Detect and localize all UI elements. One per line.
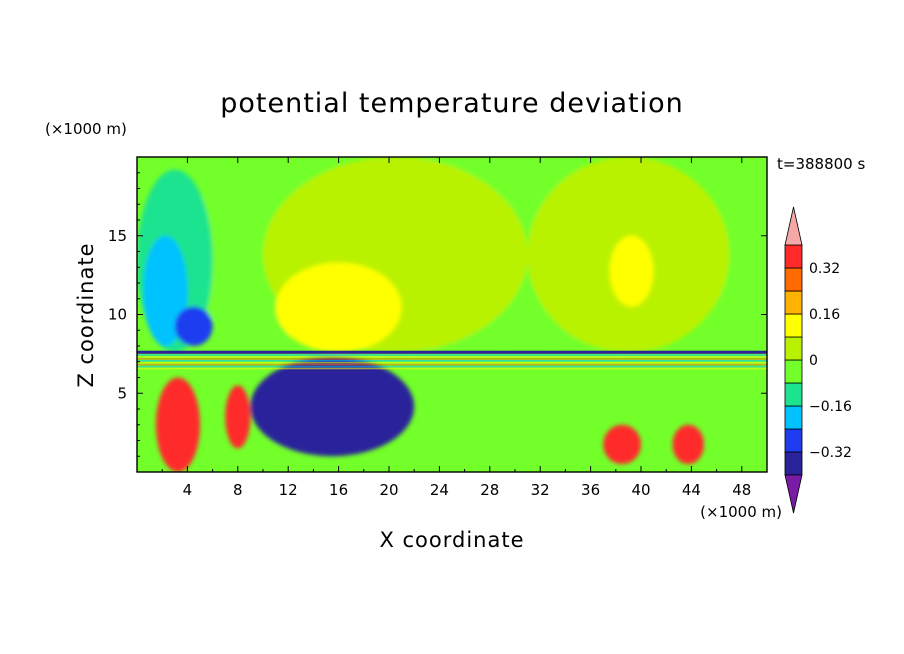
colorbar-tick-label: 0.16 [809,307,840,323]
y-unit-label: (×1000 m) [45,120,127,138]
colorbar-tick-label: −0.16 [809,399,852,415]
colorbar-segment [784,451,803,476]
colorbar-segment [784,359,803,384]
field-region-upper-left-coldest [174,306,213,346]
colorbar-segment [784,267,803,292]
field-region-lower-warm-left-2 [225,385,251,449]
colorbar: 0.32 0.16 0 −0.16 −0.32 [784,206,852,514]
interface-stripe [137,356,767,358]
interface-stripe [137,365,767,368]
field-region-upper-warm-patch-left [275,262,402,353]
x-tick-label: 40 [631,481,650,499]
colorbar-segment [784,336,803,361]
colorbar-segment [784,382,803,407]
colorbar-tick-label: −0.32 [809,445,852,461]
plot-area [137,157,767,472]
colorbar-segment [784,428,803,453]
x-tick-label: 4 [183,481,193,499]
interface-stripe [137,354,767,356]
x-tick-label: 24 [430,481,449,499]
x-tick-label: 36 [581,481,600,499]
field-regions [137,157,767,472]
colorbar-tick-label: 0 [809,353,818,369]
x-tick-label: 12 [279,481,298,499]
colorbar-segment [784,244,803,269]
colorbar-tick-label: 0.32 [809,261,840,277]
interface-stripe [137,363,767,366]
x-tick-label: 16 [329,481,348,499]
y-tick-label: 15 [108,227,127,245]
x-tick-label: 48 [732,481,751,499]
colorbar-segment [784,313,803,338]
x-tick-label: 32 [531,481,550,499]
interface-stripe [137,358,767,360]
y-tick-label: 5 [117,384,127,402]
y-axis: 5 10 15 [108,172,767,457]
x-tick-label: 20 [379,481,398,499]
field-region-lower-cold-swirl [250,357,415,457]
interface-stripe [137,361,767,364]
interface-stripe [137,360,767,362]
field-region-upper-left-cold-core [143,235,188,346]
x-axis-label: X coordinate [379,528,524,552]
interface-stripe [137,367,767,370]
y-axis-label: Z coordinate [74,242,98,387]
x-unit-label: (×1000 m) [700,503,782,521]
colorbar-segment [784,290,803,315]
time-label: t=388800 s [777,155,865,173]
interface-line [137,350,767,354]
field-region-lower-warm-left-1 [155,377,200,472]
colorbar-extend-bottom [784,474,803,514]
x-axis: 4 8 12 16 20 24 28 32 36 40 44 48 [161,157,751,499]
field-region-lower-warm-blob-43 [672,424,704,465]
x-tick-label: 44 [682,481,701,499]
x-tick-label: 28 [480,481,499,499]
colorbar-segment [784,405,803,430]
field-region-lower-warm-blob-38 [603,424,641,465]
field-region-upper-warm-patch-right [609,235,654,307]
colorbar-extend-top [784,206,803,246]
chart-title: potential temperature deviation [220,88,683,119]
x-tick-label: 8 [233,481,243,499]
y-tick-label: 10 [108,306,127,324]
